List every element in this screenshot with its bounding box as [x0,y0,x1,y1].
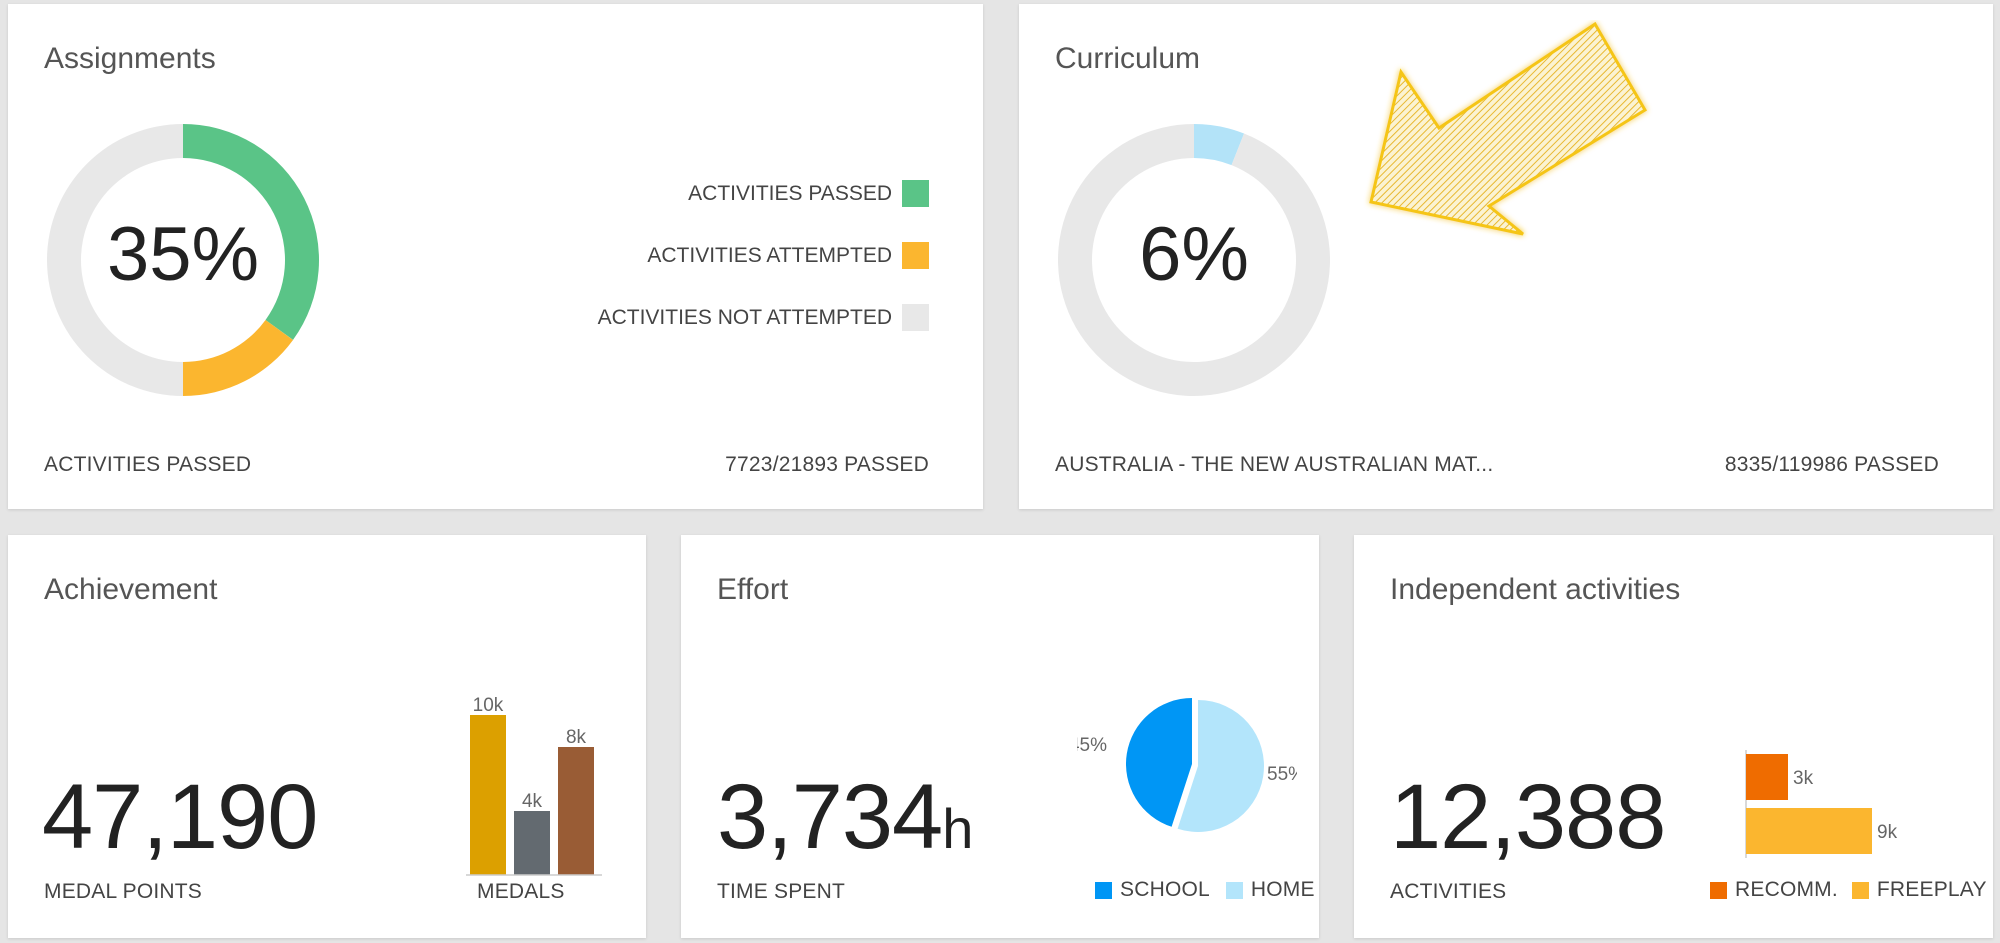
legend-label: ACTIVITIES NOT ATTEMPTED [597,305,892,329]
assignments-percent: 35% [107,212,259,297]
achievement-card[interactable]: Achievement 47,190 MEDAL POINTS 10k 4k 8k … [8,535,646,938]
legend-swatch-freeplay [1851,881,1869,899]
independent-legend: RECOMM. FREEPLAY [1710,878,1987,902]
time-spent-number: 3,734 [717,766,943,868]
independent-bar-0 [1746,754,1788,800]
effort-card[interactable]: Effort 3,734h TIME SPENT 45% 55% SCHOOL H… [681,535,1319,938]
legend-recomm: RECOMM. [1735,878,1838,901]
card-title: Curriculum [1055,42,1201,75]
footer-left: AUSTRALIA - THE NEW AUSTRALIAN MAT... [1055,453,1494,476]
time-spent-unit: h [942,797,973,860]
legend-not-attempted: ACTIVITIES NOT ATTEMPTED [598,304,929,331]
card-title: Independent activities [1390,573,1681,606]
legend-label: ACTIVITIES PASSED [688,181,892,205]
medal-points-value: 47,190 [42,766,318,868]
curriculum-card[interactable]: Curriculum 6% AUSTRALIA - THE NEW AUSTRA… [1019,4,1993,509]
independent-bar-chart: 3k 9k [1745,750,1898,858]
independent-bar-label: 3k [1793,768,1814,789]
independent-bar-1 [1746,808,1872,854]
card-title: Effort [717,573,789,606]
effort-label-school: 45% [1077,735,1107,756]
effort-pie-chart: 45% 55% [1077,698,1297,832]
activities-label: ACTIVITIES [1390,880,1507,903]
legend-swatch-home [1225,881,1243,899]
donut-slice-1 [183,319,294,396]
footer-right: 7723/21893 PASSED [725,453,929,476]
pointer-arrow-icon [1369,21,1648,236]
donut-slice-2 [46,124,183,396]
medal-bar-label: 8k [566,727,587,748]
legend-school: SCHOOL [1120,878,1210,901]
time-spent-label: TIME SPENT [717,880,846,903]
donut-slice-0 [1194,124,1245,166]
legend-swatch-not-attempted [902,304,929,331]
footer-right: 8335/119986 PASSED [1724,453,1939,476]
effort-slice-home [1177,700,1264,832]
effort-label-home: 55% [1267,764,1297,785]
curriculum-percent: 6% [1139,212,1249,297]
card-title: Achievement [44,573,218,606]
assignments-donut-chart: 35% [46,124,319,396]
medal-bar-gold [470,715,506,875]
medal-bar-label: 10k [473,695,504,716]
effort-slice-school [1126,698,1192,827]
legend-swatch-school [1095,881,1112,899]
time-spent-value: 3,734h [717,765,973,870]
donut-slice-0 [183,124,319,340]
medals-chart: 10k 4k 8k [466,695,602,876]
independent-bar-label: 9k [1877,822,1898,843]
assignments-card[interactable]: Assignments 35% ACTIVITIES PASSED ACTIVI… [8,4,983,509]
legend-home: HOME [1250,878,1315,901]
legend-swatch-attempted [902,242,929,269]
card-title: Assignments [44,42,216,75]
legend-label: ACTIVITIES ATTEMPTED [647,243,892,267]
activities-value: 12,388 [1390,766,1666,868]
medal-points-label: MEDAL POINTS [44,880,202,903]
footer-left: ACTIVITIES PASSED [44,453,252,476]
curriculum-donut-chart: 6% [1058,124,1330,396]
independent-card[interactable]: Independent activities 12,388 ACTIVITIES… [1354,535,1993,938]
legend-passed: ACTIVITIES PASSED [688,180,929,207]
medal-bar-label: 4k [522,791,543,812]
legend-attempted: ACTIVITIES ATTEMPTED [647,242,929,269]
effort-legend: SCHOOL HOME [1095,878,1315,902]
legend-freeplay: FREEPLAY [1876,878,1987,901]
medal-bar-bronze [558,747,594,875]
medal-bar-silver [514,811,550,875]
legend-swatch-passed [902,180,929,207]
legend-swatch-recomm [1710,881,1727,899]
medals-label: MEDALS [477,880,565,903]
